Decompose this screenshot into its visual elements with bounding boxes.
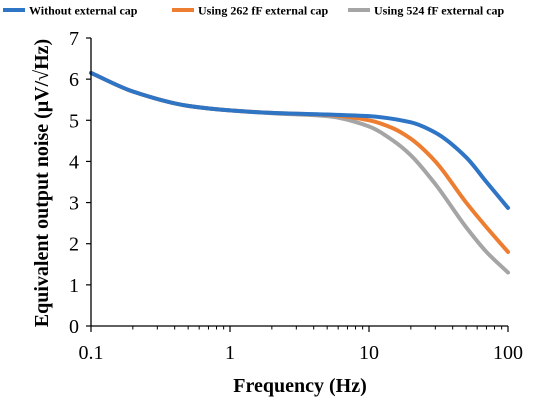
x-tick-label: 0.1 <box>79 342 104 364</box>
legend-item-using-524-ff-external-cap: Using 524 fF external cap <box>348 4 505 18</box>
series-line-without-external-cap <box>89 70 510 210</box>
y-tick-label: 0 <box>69 316 79 338</box>
y-tick-label: 3 <box>69 193 79 215</box>
legend-label: Without external cap <box>29 4 138 18</box>
x-axis-title: Frequency (Hz) <box>233 375 367 397</box>
y-tick-label: 2 <box>69 234 79 256</box>
y-tick-label: 6 <box>69 69 79 91</box>
legend-label: Using 524 fF external cap <box>374 4 505 18</box>
axes <box>86 37 509 332</box>
x-tick-label: 10 <box>359 342 379 364</box>
series-lines <box>89 70 510 275</box>
x-tick-label: 100 <box>493 342 523 364</box>
legend-item-using-262-ff-external-cap: Using 262 fF external cap <box>172 4 329 18</box>
tick-labels: 0 1 2 3 4 5 6 7 0.1 1 10 100 <box>69 28 523 364</box>
y-tick-label: 4 <box>69 151 79 173</box>
y-tick-label: 7 <box>69 28 79 50</box>
legend-item-without-external-cap: Without external cap <box>3 4 138 18</box>
y-tick-label: 5 <box>69 110 79 132</box>
legend-label: Using 262 fF external cap <box>198 4 329 18</box>
y-axis-title: Equivalent output noise (μV/√Hz) <box>31 39 53 327</box>
x-tick-label: 1 <box>225 342 235 364</box>
legend: Without external cap Using 262 fF externa… <box>3 4 505 18</box>
y-tick-label: 1 <box>69 275 79 297</box>
